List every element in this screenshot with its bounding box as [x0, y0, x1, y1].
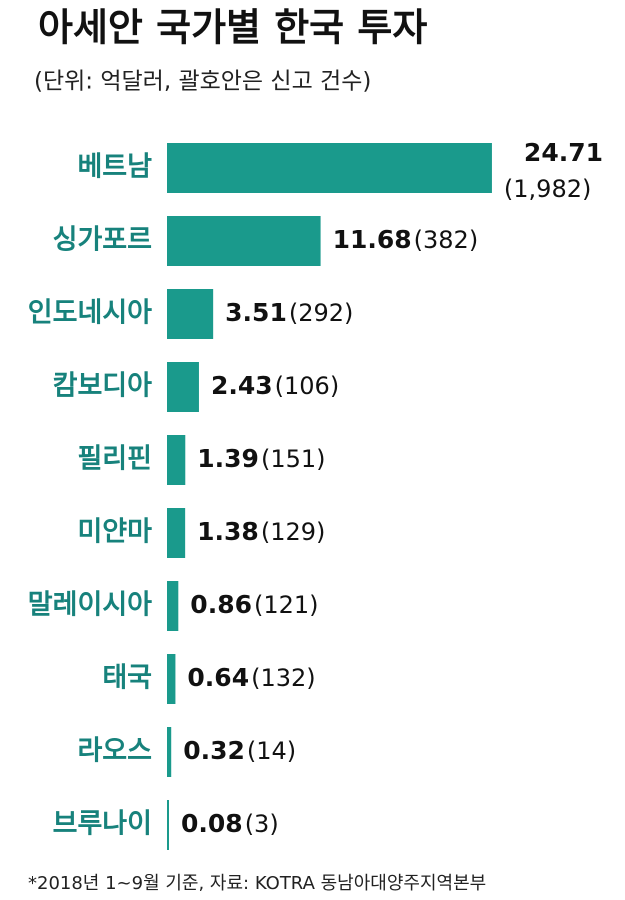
bar — [167, 581, 179, 631]
bar — [167, 435, 186, 485]
footnote: *2018년 1~9월 기준, 자료: KOTRA 동남아대양주지역본부 — [28, 873, 486, 894]
bar — [167, 289, 214, 339]
value-label: 2.43 — [211, 371, 273, 400]
category-label: 필리핀 — [77, 444, 152, 475]
category-label: 캄보디아 — [53, 371, 153, 402]
value-label: 11.68 — [333, 225, 412, 254]
category-label: 미얀마 — [77, 517, 152, 548]
count-label: (3) — [245, 810, 279, 838]
count-label: (151) — [261, 445, 326, 473]
bar — [167, 800, 169, 850]
value-label: 0.64 — [187, 663, 249, 692]
category-label: 싱가포르 — [53, 225, 152, 256]
count-label: (132) — [251, 664, 316, 692]
count-label: (382) — [414, 226, 479, 254]
bar — [167, 216, 321, 266]
count-label: (14) — [247, 737, 296, 765]
count-label: (106) — [275, 372, 340, 400]
value-label: 0.08 — [181, 809, 243, 838]
bar — [167, 143, 492, 193]
bar — [167, 362, 199, 412]
category-label: 베트남 — [77, 152, 152, 183]
bar — [167, 654, 176, 704]
bar — [167, 508, 186, 558]
category-label: 인도네시아 — [28, 298, 152, 329]
bar — [167, 727, 172, 777]
value-label: 1.39 — [197, 444, 259, 473]
chart-subtitle: (단위: 억달러, 괄호안은 신고 건수) — [34, 69, 371, 95]
category-label: 라오스 — [77, 736, 152, 767]
value-label: 0.32 — [183, 736, 245, 765]
value-label: 3.51 — [225, 298, 287, 327]
chart-title: 아세안 국가별 한국 투자 — [38, 6, 427, 50]
count-label: (292) — [289, 299, 354, 327]
value-label: 24.71 — [524, 138, 603, 167]
count-label: (129) — [261, 518, 326, 546]
value-label: 1.38 — [197, 517, 259, 546]
category-label: 말레이시아 — [28, 590, 152, 621]
count-label: (1,982) — [504, 175, 591, 203]
count-label: (121) — [254, 591, 319, 619]
value-label: 0.86 — [190, 590, 252, 619]
category-label: 태국 — [102, 663, 152, 694]
category-label: 브루나이 — [53, 809, 152, 840]
